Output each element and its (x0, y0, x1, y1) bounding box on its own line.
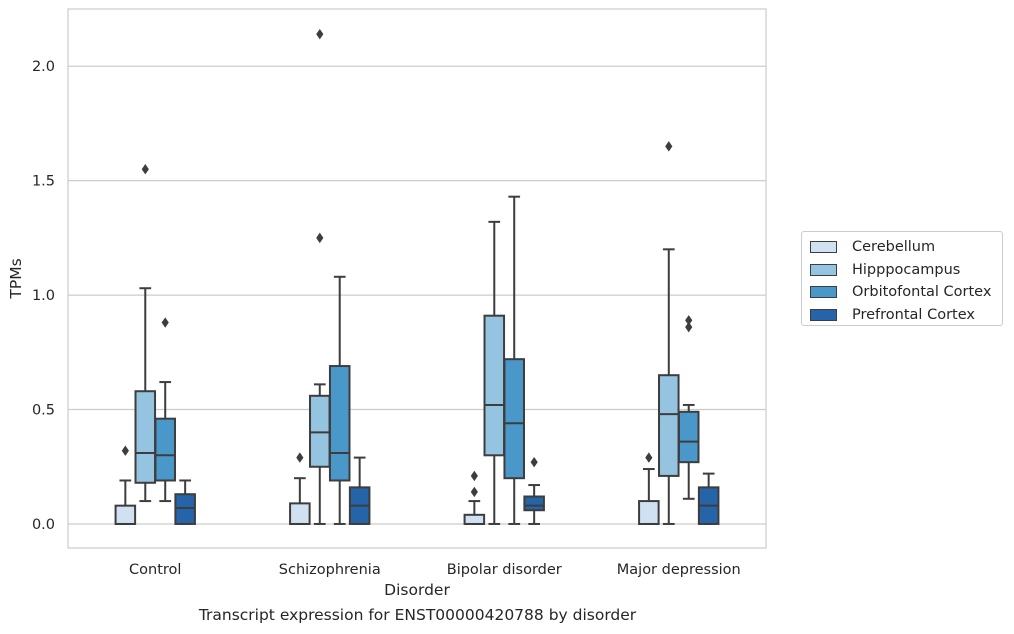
box-cerebellum (638, 452, 660, 525)
legend-swatch (810, 308, 837, 321)
outlier-point (141, 164, 149, 175)
box-hipppocampus (483, 220, 506, 525)
box-prefrontal-cortex (348, 456, 371, 525)
box-iqr (483, 314, 506, 457)
y-tick-label: 0.5 (32, 403, 55, 419)
x-axis-label: Disorder (384, 581, 450, 599)
legend-item: Hipppocampus (810, 259, 1002, 282)
legend-label: Hipppocampus (852, 261, 961, 278)
y-tick-label: 1.5 (32, 174, 55, 190)
outlier-point (530, 456, 538, 468)
legend: Cerebellum Hipppocampus Orbitofontal Corte… (801, 231, 1003, 326)
box-iqr (503, 358, 525, 480)
x-tick-label: Major depression (617, 562, 741, 578)
legend-label: Prefrontal Cortex (852, 306, 975, 323)
box-iqr (309, 394, 331, 468)
box-orbitofontal-cortex (677, 315, 700, 500)
plot-frame (67, 8, 767, 549)
y-tick-label: 0.0 (32, 517, 55, 533)
legend-label: Cerebellum (852, 239, 936, 256)
legend-item: Cerebellum (810, 236, 1002, 259)
legend-item: Orbitofontal Cortex (810, 281, 1002, 304)
box-iqr (523, 495, 545, 512)
box-iqr (658, 374, 680, 477)
outlier-point (316, 232, 324, 244)
y-tick-labels: 0.0 0.5 1.0 1.5 2.0 (32, 59, 55, 533)
boxes (114, 28, 720, 525)
box-prefrontal-cortex (697, 472, 720, 525)
x-tick-label: Schizophrenia (279, 562, 381, 578)
outlier-point (121, 445, 129, 456)
box-cerebellum (289, 452, 311, 525)
box-prefrontal-cortex (523, 456, 545, 525)
box-cerebellum (114, 445, 137, 525)
outlier-point (470, 486, 478, 498)
box-cerebellum (463, 470, 486, 525)
box-iqr (677, 410, 700, 464)
box-iqr (638, 500, 660, 525)
legend-item: Prefrontal Cortex (810, 304, 1002, 327)
x-tick-labels: Control Schizophrenia Bipolar disorder Majo… (129, 562, 741, 578)
outlier-point (316, 28, 324, 40)
box-prefrontal-cortex (174, 479, 196, 525)
x-tick-label: Bipolar disorder (447, 562, 562, 578)
box-orbitofontal-cortex (154, 317, 176, 503)
outlier-point (685, 321, 693, 333)
outlier-point (665, 141, 673, 152)
box-orbitofontal-cortex (328, 275, 351, 525)
legend-label: Orbitofontal Cortex (852, 284, 992, 301)
box-hipppocampus (134, 164, 157, 503)
box-iqr (328, 365, 351, 482)
box-iqr (289, 502, 311, 525)
box-iqr (463, 513, 486, 525)
legend-swatch (810, 241, 837, 254)
outlier-point (296, 452, 304, 463)
y-tick-label: 2.0 (32, 59, 55, 75)
box-iqr (134, 390, 157, 484)
outlier-point (161, 317, 169, 328)
y-axis-label: TPMs (7, 258, 25, 299)
outlier-point (685, 315, 693, 326)
box-iqr (114, 504, 137, 525)
box-orbitofontal-cortex (503, 195, 525, 525)
outlier-point (470, 470, 478, 482)
chart-caption: Transcript expression for ENST0000042078… (198, 606, 637, 624)
box-iqr (174, 493, 196, 525)
y-tick-label: 1.0 (32, 288, 55, 304)
legend-swatch (810, 263, 837, 276)
box-hipppocampus (309, 28, 331, 525)
box-hipppocampus (658, 141, 680, 525)
box-iqr (154, 417, 176, 482)
x-tick-label: Control (129, 562, 181, 578)
outlier-point (645, 452, 653, 463)
legend-swatch (810, 286, 837, 299)
